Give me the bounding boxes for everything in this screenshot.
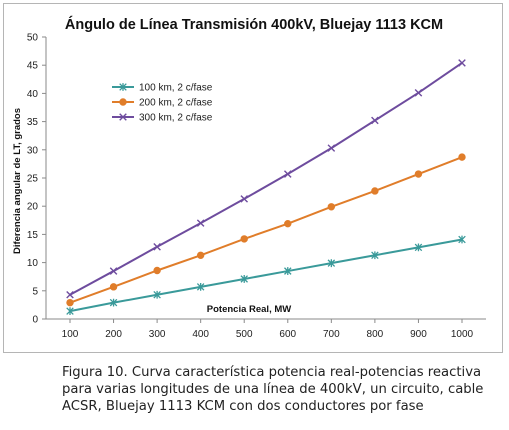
series-3 (66, 59, 466, 299)
series-1 (66, 235, 466, 316)
x-tick-label: 300 (149, 329, 166, 340)
data-point (283, 170, 292, 178)
y-tick-label: 40 (27, 89, 39, 100)
data-point (196, 251, 205, 259)
data-point (196, 219, 205, 227)
data-point (414, 170, 423, 178)
data-point (66, 307, 74, 316)
data-point (327, 259, 336, 268)
legend-entry: 200 km, 2 c/fase (112, 98, 213, 109)
y-tick-label: 30 (27, 145, 39, 156)
axes: 0 5 10 15 20 25 30 35 40 45 50 100 200 300 400 500 600 70… (27, 33, 486, 340)
y-tick-label: 50 (27, 33, 39, 44)
data-point (240, 275, 248, 283)
x-tick-label: 200 (105, 329, 122, 340)
legend-entry: 100 km, 2 c/fase (112, 83, 213, 94)
chart-svg: Ángulo de Línea Transmisión 400kV, Bluej… (12, 16, 486, 340)
legend: 100 km, 2 c/fase 200 km, 2 c/fase 300 km, … (112, 83, 213, 124)
y-tick-label: 45 (27, 61, 39, 72)
legend-marker (119, 113, 127, 121)
data-point (371, 187, 379, 195)
series-layer (66, 59, 466, 316)
series-line (69, 62, 463, 296)
x-tick-label: 800 (367, 329, 384, 340)
data-point (153, 266, 161, 275)
legend-label: 100 km, 2 c/fase (139, 83, 213, 94)
data-point (414, 243, 423, 252)
y-tick-label: 5 (32, 286, 38, 297)
x-tick-label: 400 (192, 329, 209, 340)
x-tick-label: 600 (279, 329, 296, 340)
data-point (327, 203, 336, 211)
y-tick-label: 0 (32, 315, 38, 326)
chart-title: Ángulo de Línea Transmisión 400kV, Bluej… (65, 16, 443, 33)
data-point (109, 267, 118, 275)
data-point (240, 195, 249, 203)
data-point (371, 116, 379, 125)
legend-marker (119, 98, 127, 106)
y-tick-label: 10 (27, 258, 39, 269)
y-tick-label: 35 (27, 117, 39, 128)
x-tick-label: 900 (410, 329, 427, 340)
legend-label: 200 km, 2 c/fase (139, 98, 213, 109)
data-point (458, 153, 466, 161)
chart-frame: Ángulo de Línea Transmisión 400kV, Bluej… (3, 3, 503, 353)
data-point (109, 298, 118, 307)
legend-marker (119, 83, 127, 91)
x-tick-label: 500 (236, 329, 253, 340)
series-line (69, 156, 463, 304)
data-point (66, 298, 74, 307)
data-point (153, 243, 161, 251)
data-point (153, 290, 161, 299)
y-tick-label: 25 (27, 174, 39, 185)
data-point (458, 59, 466, 67)
legend-entry: 300 km, 2 c/fase (112, 113, 213, 124)
x-tick-label: 700 (323, 329, 340, 340)
series-line (69, 238, 463, 313)
y-tick-label: 20 (27, 202, 39, 213)
x-axis-label: Potencia Real, MW (207, 304, 291, 315)
legend-label: 300 km, 2 c/fase (139, 113, 213, 124)
x-tick-label: 100 (62, 329, 79, 340)
data-point (109, 283, 118, 291)
data-point (284, 219, 292, 228)
data-point (327, 144, 336, 152)
x-tick-label: 1000 (451, 329, 474, 340)
y-tick-label: 15 (27, 230, 39, 241)
data-point (196, 282, 205, 291)
data-point (458, 235, 466, 244)
series-2 (66, 153, 466, 307)
data-point (371, 251, 379, 260)
figure-caption: Figura 10. Curva característica potencia… (62, 365, 484, 414)
data-point (284, 267, 292, 275)
data-point (240, 235, 248, 243)
data-point (66, 290, 74, 299)
y-axis-label: Diferencia angular de LT, grados (12, 108, 23, 254)
data-point (414, 89, 423, 97)
